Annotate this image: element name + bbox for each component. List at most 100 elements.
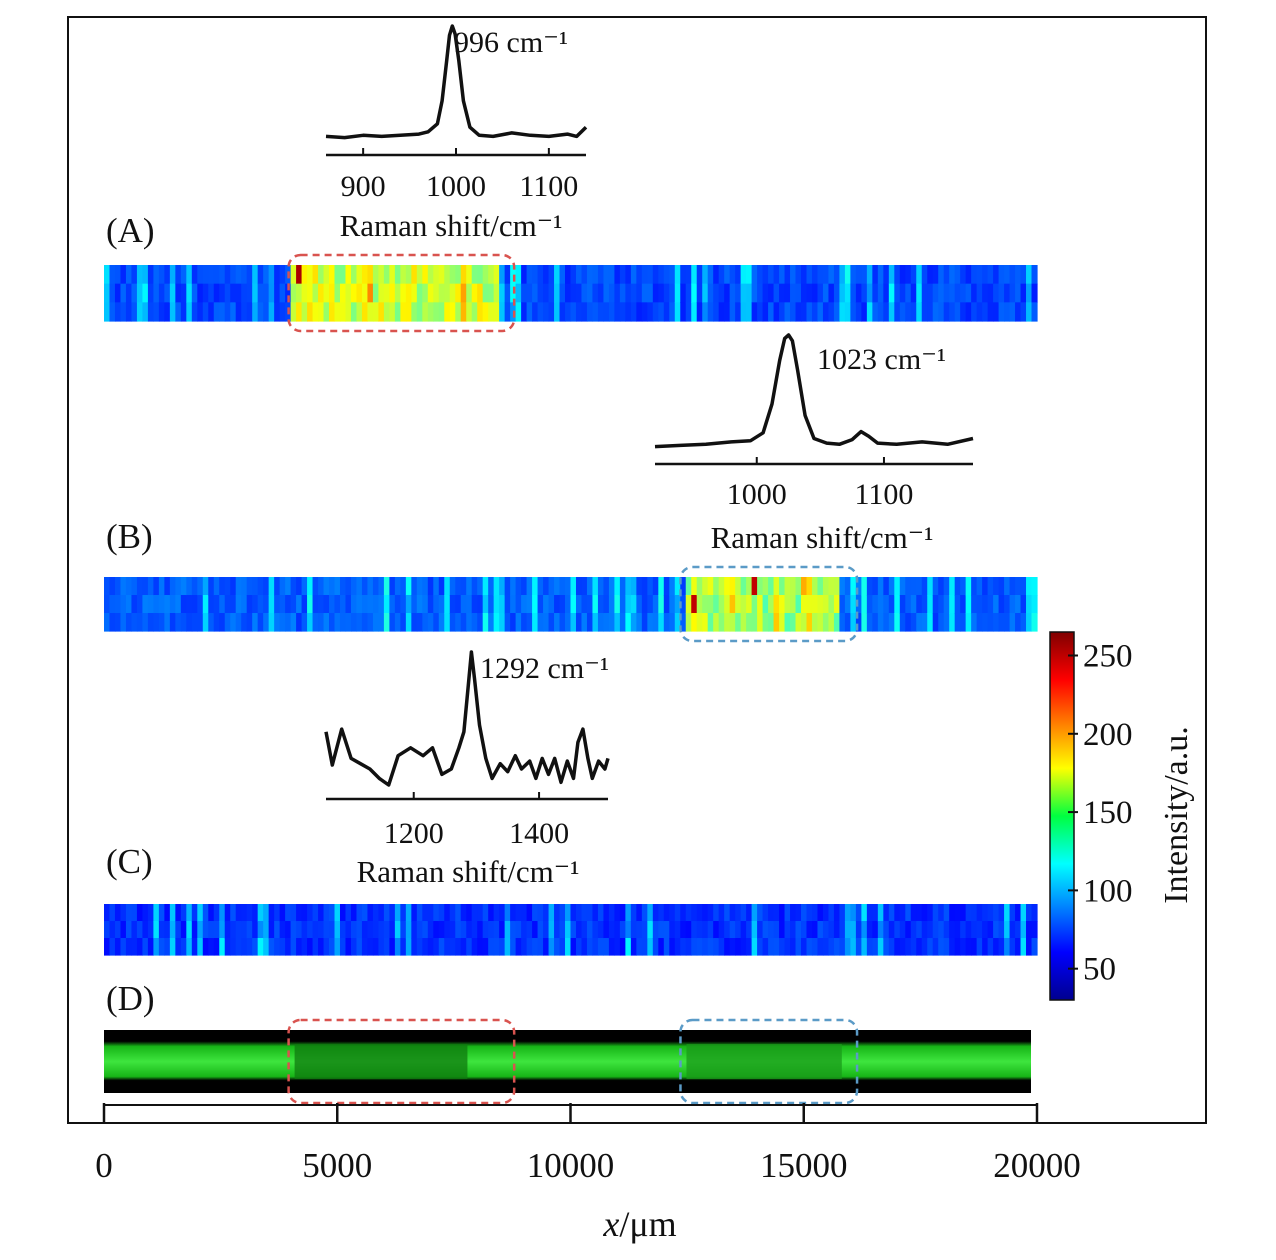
- heat-cell: [861, 595, 868, 614]
- heat-cell: [718, 265, 725, 285]
- heat-cell: [680, 904, 687, 922]
- heat-cell: [691, 577, 698, 596]
- heat-cell: [976, 595, 983, 614]
- heat-cell: [960, 921, 967, 939]
- heat-cell: [993, 613, 1000, 632]
- heat-cell: [592, 577, 599, 596]
- heat-cell: [960, 938, 967, 956]
- heat-cell: [883, 904, 890, 922]
- heat-cell: [844, 302, 851, 322]
- heat-cell: [603, 938, 610, 956]
- heat-cell: [109, 595, 116, 614]
- heat-cell: [180, 921, 187, 939]
- heat-cell: [361, 904, 369, 922]
- heat-cell: [603, 283, 610, 303]
- heat-cell: [224, 595, 231, 614]
- heat-cell: [718, 302, 725, 322]
- heat-cell: [603, 904, 610, 922]
- heat-cell: [136, 921, 144, 939]
- heat-cell: [521, 595, 528, 614]
- heat-cell: [707, 302, 714, 322]
- heat-cell: [114, 265, 122, 285]
- heat-cell: [751, 938, 758, 956]
- heat-cell: [224, 577, 231, 596]
- heat-cell: [279, 904, 286, 922]
- heat-cell: [136, 577, 144, 596]
- heat-cell: [779, 921, 786, 939]
- heat-cell: [394, 595, 401, 614]
- heat-cell: [619, 595, 626, 614]
- heat-cell: [537, 921, 544, 939]
- heat-cell: [575, 938, 583, 956]
- heat-cell: [817, 577, 824, 596]
- heat-cell: [976, 283, 983, 303]
- heat-cell: [312, 613, 319, 632]
- heat-cell: [833, 283, 841, 303]
- heat-cell: [872, 613, 879, 632]
- heat-cell: [872, 577, 879, 596]
- heat-cell: [883, 595, 890, 614]
- heat-cell: [471, 613, 478, 632]
- heat-cell: [169, 265, 176, 285]
- heat-cell: [570, 613, 577, 632]
- heat-cell: [801, 265, 808, 285]
- heat-cell: [301, 577, 308, 596]
- heat-cell: [581, 938, 588, 956]
- heat-cell: [427, 595, 434, 614]
- heat-cell: [361, 938, 369, 956]
- heat-cell: [866, 302, 873, 322]
- heat-cell: [828, 302, 835, 322]
- heat-cell: [784, 283, 791, 303]
- heat-cell: [197, 265, 204, 285]
- heat-cell: [839, 595, 846, 614]
- heat-cell: [586, 595, 594, 614]
- heat-cell: [433, 283, 440, 303]
- heat-cell: [822, 904, 830, 922]
- heat-cell: [433, 613, 440, 632]
- heat-cell: [208, 613, 215, 632]
- heat-cell: [597, 613, 605, 632]
- heat-cell: [191, 595, 198, 614]
- heat-cell: [817, 938, 824, 956]
- heat-cell: [647, 577, 654, 596]
- heat-cell: [608, 613, 616, 632]
- heat-cell: [230, 265, 237, 285]
- heat-cell: [850, 613, 857, 632]
- heat-cell: [905, 595, 912, 614]
- heat-cell: [197, 921, 204, 939]
- heat-cell: [724, 904, 731, 922]
- heat-cell: [971, 904, 978, 922]
- heat-cell: [378, 613, 385, 632]
- heat-cell: [488, 283, 495, 303]
- heat-cell: [674, 921, 681, 939]
- heat-cell: [274, 938, 281, 956]
- heat-cell: [773, 265, 780, 285]
- heat-cell: [411, 904, 418, 922]
- heat-cell: [202, 613, 209, 632]
- heat-cell: [921, 283, 928, 303]
- heat-cell: [345, 265, 352, 285]
- heat-cell: [987, 302, 994, 322]
- heat-cell: [894, 577, 901, 596]
- heat-cell: [1026, 302, 1033, 322]
- heat-cell: [685, 613, 692, 632]
- heat-cell: [614, 283, 621, 303]
- inset-spectrum-line: [324, 650, 610, 787]
- heat-cell: [724, 283, 731, 303]
- inset-3-peak-label: 1292 cm⁻¹: [480, 652, 609, 685]
- heat-cell: [597, 302, 605, 322]
- heat-cell: [751, 283, 758, 303]
- heat-cell: [290, 938, 297, 956]
- heat-cell: [350, 921, 358, 939]
- highlight-box-d-2: [679, 1018, 859, 1105]
- heat-cell: [1026, 938, 1033, 956]
- heat-cell: [318, 283, 325, 303]
- heat-cell: [570, 283, 577, 303]
- heat-cell: [713, 938, 720, 956]
- heat-cell: [400, 938, 407, 956]
- heat-cell: [866, 904, 873, 922]
- heat-cell: [575, 613, 583, 632]
- heat-cell: [938, 283, 945, 303]
- heat-cell: [329, 921, 336, 939]
- heat-cell: [696, 921, 703, 939]
